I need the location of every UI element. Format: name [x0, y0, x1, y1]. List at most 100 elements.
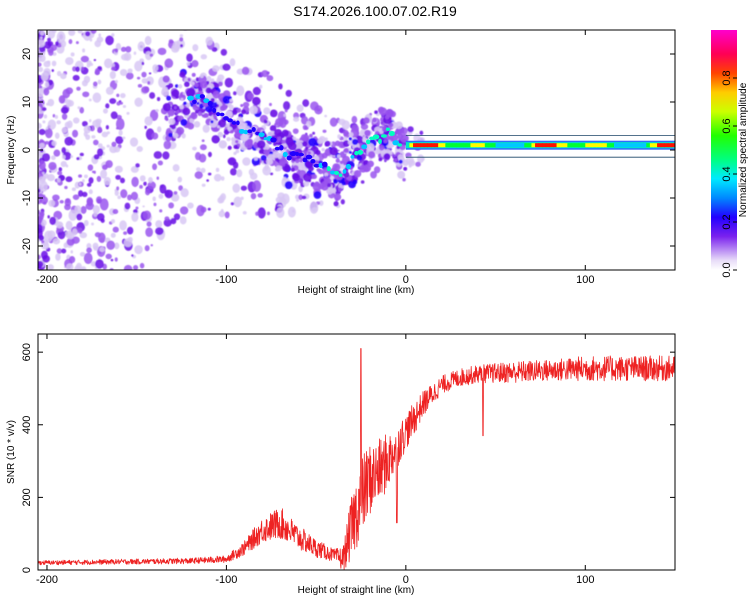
- spectrogram-blob: [72, 228, 78, 236]
- spectrogram-blob: [42, 120, 46, 124]
- spectrogram-blob: [184, 30, 187, 31]
- spectrogram-blob: [211, 135, 220, 144]
- ridge-hotspot: [207, 100, 213, 107]
- spectrogram-blob: [217, 74, 225, 81]
- spectrogram-blob: [400, 134, 409, 143]
- ridge-hotspot: [392, 140, 400, 146]
- spectrogram-blob: [194, 82, 199, 88]
- spectrogram-blob: [118, 129, 123, 136]
- spectrogram-blob: [77, 30, 83, 34]
- spectrogram-blob: [174, 84, 179, 88]
- spectrogram-blob: [363, 117, 370, 124]
- spectrogram-blob: [78, 174, 83, 178]
- spectrogram-blob: [38, 88, 44, 98]
- ridge-hotspot: [274, 146, 281, 151]
- tone-band-core: [430, 143, 436, 148]
- tone-band-core: [434, 143, 439, 148]
- spectrogram-blob: [68, 39, 73, 45]
- spectrogram-blob: [374, 149, 381, 155]
- spectrogram-blob: [207, 172, 212, 176]
- spectrogram-blob: [127, 68, 133, 74]
- spectrogram-blob: [82, 179, 85, 183]
- spectrogram-blob: [302, 124, 308, 131]
- spectrogram-blob: [220, 176, 225, 181]
- spectrogram-blob: [60, 40, 67, 48]
- ridge-hotspot: [243, 129, 248, 135]
- spectrogram-blob: [179, 44, 184, 48]
- tone-band-core: [567, 143, 572, 148]
- spectrogram-blob: [269, 172, 274, 176]
- spectrogram-blob: [61, 127, 68, 134]
- spectrogram-blob: [217, 131, 224, 138]
- spectrogram-blob: [124, 202, 131, 210]
- spectrogram-blob: [98, 33, 102, 37]
- spectrogram-blob: [91, 222, 94, 226]
- spectrogram-blob: [235, 140, 239, 144]
- spectrogram-blob: [110, 258, 114, 262]
- colorbar-ticks: 0.0 0.2 0.4 0.6 0.8: [721, 70, 737, 278]
- spectrogram-blob: [144, 125, 147, 129]
- spectrogram-blob: [38, 106, 42, 114]
- tone-band-core: [588, 143, 594, 148]
- spectrogram-blob: [155, 227, 164, 236]
- spectrogram-blob: [82, 48, 86, 53]
- spectrogram-blob: [153, 151, 163, 159]
- spectrogram-blob: [370, 171, 377, 179]
- spectrogram-blob: [197, 111, 203, 117]
- colorbar-gradient: [711, 30, 737, 270]
- spectrogram-blob: [38, 62, 42, 67]
- spectrogram-blob: [134, 245, 143, 255]
- spectrogram-blob: [189, 118, 195, 124]
- spectrogram-blob: [43, 114, 48, 119]
- ridge-hotspot: [236, 120, 240, 126]
- spectrogram-blob: [38, 122, 42, 129]
- spectrogram-blob: [110, 232, 116, 238]
- spectrogram-blob: [159, 184, 167, 194]
- tone-band-core: [474, 143, 479, 148]
- tone-band-core: [574, 143, 579, 148]
- spectrogram-blob: [186, 88, 195, 98]
- spectrogram-ridge: [187, 93, 675, 177]
- tone-band-core: [653, 143, 658, 148]
- spectrogram-blob: [247, 92, 255, 100]
- spectrogram-blob: [199, 73, 204, 79]
- spectrogram-blob: [75, 66, 80, 72]
- spectrogram-y-ticks: -20 -10 0 10 20: [21, 48, 675, 254]
- spectrogram-blob: [351, 115, 358, 124]
- spectrogram-blob: [232, 109, 238, 115]
- spectrogram-blob: [180, 97, 184, 101]
- spectrogram-blob: [38, 128, 46, 136]
- spectrogram-blob: [162, 151, 170, 160]
- spectrogram-blob: [210, 97, 215, 103]
- tone-band-core: [603, 143, 608, 148]
- spectrogram-blob: [282, 176, 287, 182]
- spectrogram-blob: [38, 228, 43, 239]
- spectrogram-blob: [274, 167, 280, 172]
- spectrogram-blob: [131, 212, 139, 222]
- spectrogram-blob: [93, 58, 97, 62]
- spectrogram-blob: [68, 30, 76, 36]
- tone-band-core: [578, 143, 583, 148]
- ridge-hotspot: [357, 150, 364, 155]
- spectrogram-blob: [95, 259, 104, 269]
- spectrogram-blob: [105, 35, 114, 46]
- tone-band-core: [596, 143, 601, 148]
- spectrogram-blob: [347, 139, 353, 145]
- tone-band-core: [635, 143, 640, 148]
- spectrogram-blob: [220, 193, 226, 201]
- colorbar-label: Normalized spectral amplitude: [738, 82, 749, 217]
- tone-band-core: [671, 143, 675, 148]
- spectrogram-blob: [89, 38, 93, 42]
- ridge-hotspot: [326, 166, 331, 172]
- spectrogram-blob: [196, 167, 201, 172]
- spectrogram-blob: [309, 201, 319, 214]
- spectrogram-blob: [186, 62, 191, 66]
- spectrogram-blob: [218, 210, 226, 218]
- spectrogram-blob: [264, 166, 268, 171]
- snr-y-tick-label: 600: [21, 343, 33, 361]
- spectrogram-blob: [315, 149, 321, 156]
- ridge-hotspot: [286, 155, 292, 161]
- spectrogram-blob: [303, 180, 310, 187]
- spectrogram-blob: [295, 199, 300, 202]
- spectrogram-blob: [145, 76, 154, 86]
